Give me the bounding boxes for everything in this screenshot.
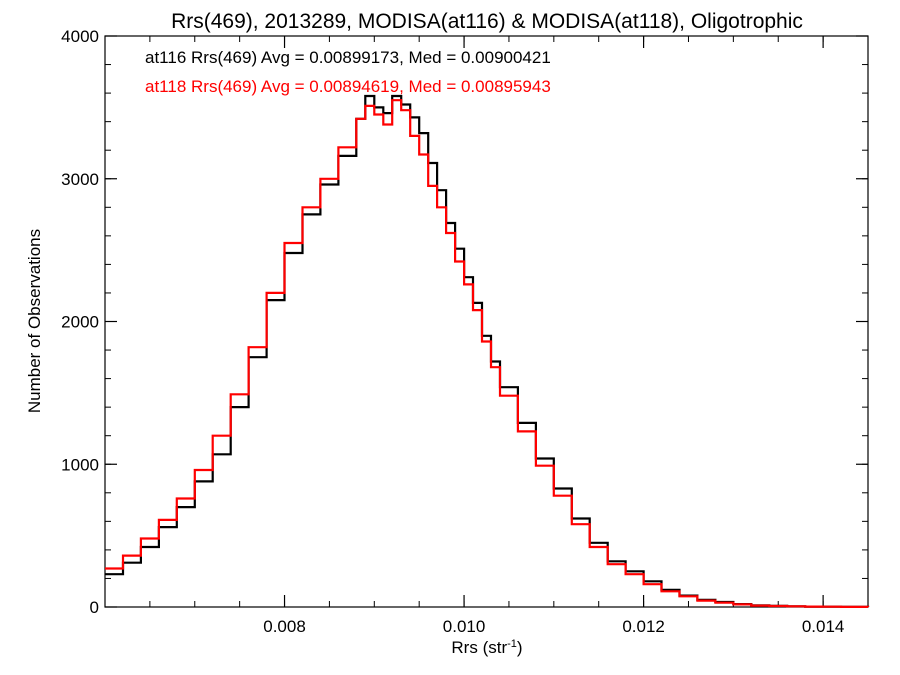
y-tick-label: 2000 [61,313,99,332]
x-axis-label-main: Rrs (str [451,638,507,657]
axis-ticks [105,35,869,608]
y-tick-label: 1000 [61,455,99,474]
y-tick-label: 0 [90,598,99,617]
x-tick-label: 0.008 [263,617,306,636]
chart-title: Rrs(469), 2013289, MODISA(at116) & MODIS… [171,10,803,33]
y-axis-tick-labels: 0 1000 2000 3000 4000 [61,27,99,617]
x-axis-label: Rrs (str-1) [451,638,522,657]
y-tick-label: 3000 [61,170,99,189]
annotation-at116-stats: at116 Rrs(469) Avg = 0.00899173, Med = 0… [145,48,551,67]
series-layer [105,94,870,608]
series-line-1 [105,99,870,608]
x-tick-label: 0.010 [443,617,486,636]
x-axis-label-superscript: -1 [507,638,517,650]
plot-area [104,35,870,608]
x-tick-label: 0.014 [802,617,845,636]
y-axis-label: Number of Observations [25,229,44,413]
y-tick-label: 4000 [61,27,99,46]
x-axis-tick-labels: 0.008 0.010 0.012 0.014 [263,617,844,636]
x-tick-label: 0.012 [622,617,665,636]
annotation-at118-stats: at118 Rrs(469) Avg = 0.00894619, Med = 0… [145,77,551,96]
x-axis-label-end: ) [517,638,523,657]
